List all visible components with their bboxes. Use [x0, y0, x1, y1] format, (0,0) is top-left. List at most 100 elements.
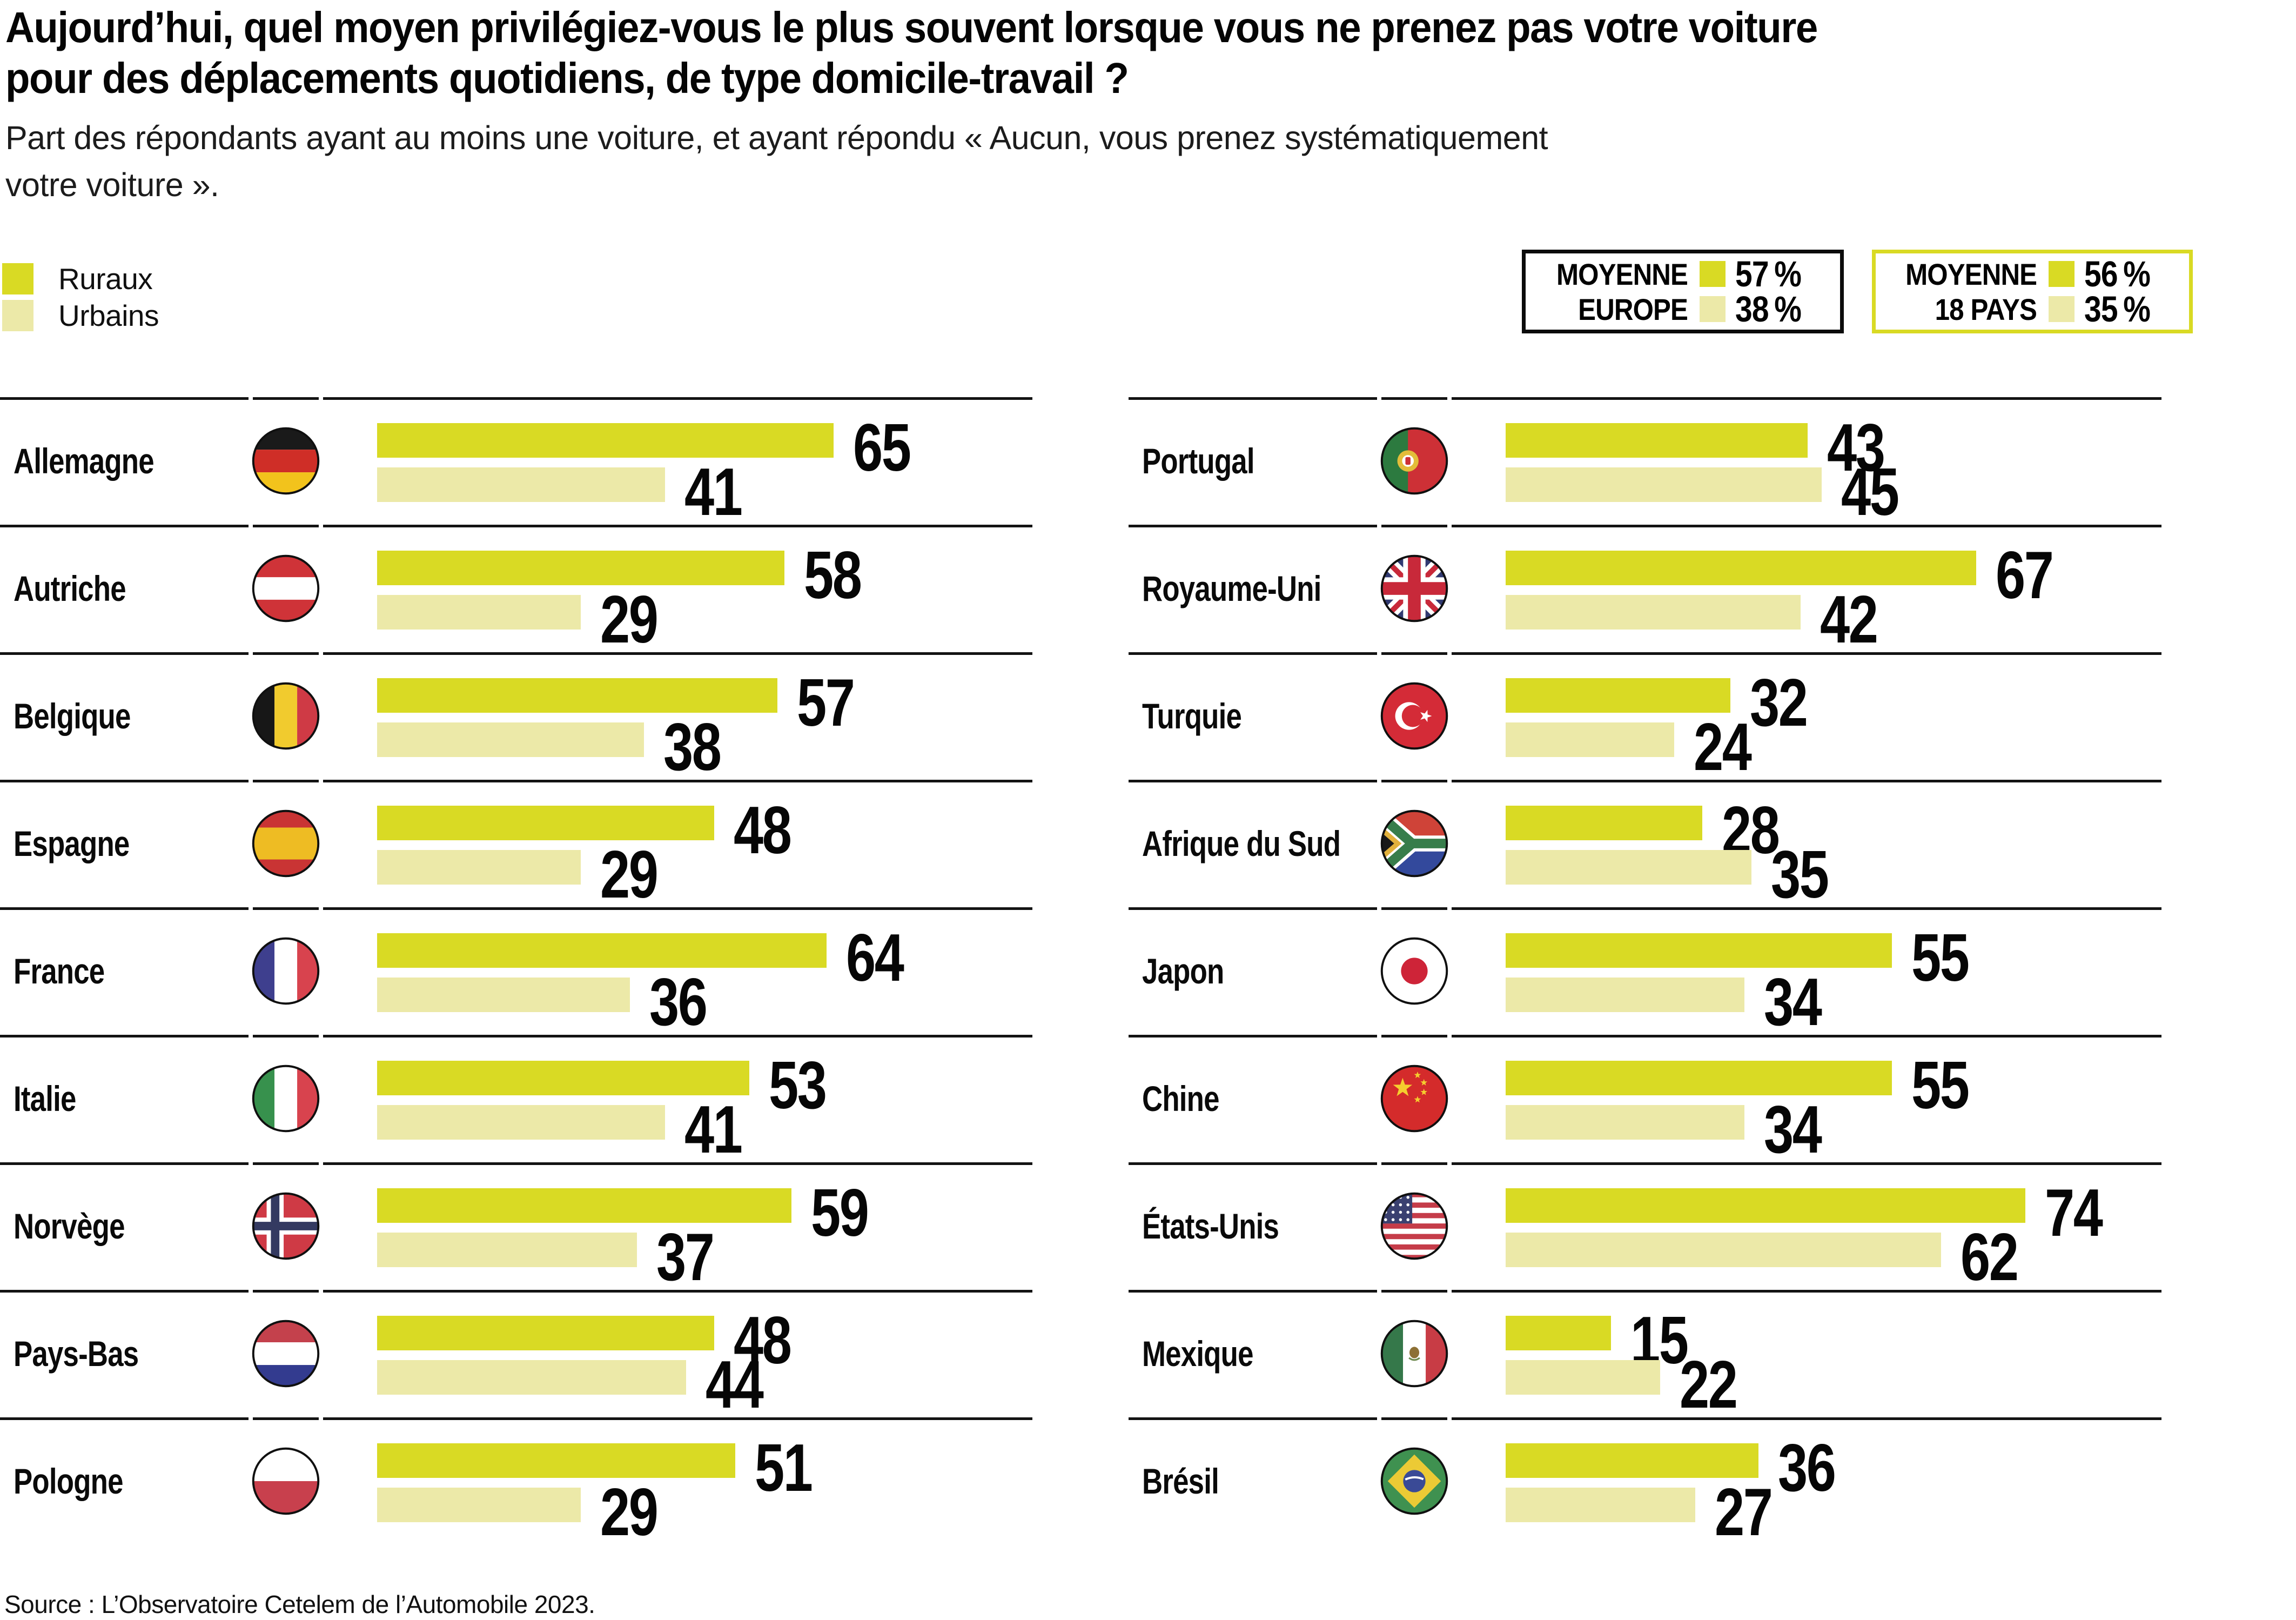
average-18-countries-urban-value: 35 %	[2084, 289, 2151, 330]
rural-value: 43	[1827, 411, 1885, 485]
average-europe-label-line1: MOYENNE	[1556, 257, 1688, 291]
rural-bar: 67	[1506, 542, 2054, 609]
urban-bar: 45	[1506, 459, 1899, 526]
es-flag-icon	[252, 809, 320, 878]
urban-value: 34	[1764, 1093, 1822, 1167]
urban-bar: 37	[377, 1224, 715, 1291]
urban-bar: 34	[1506, 1096, 1822, 1163]
urban-value: 42	[1820, 583, 1878, 657]
rural-value: 58	[804, 538, 862, 613]
rural-value: 48	[734, 1303, 792, 1378]
legend: Ruraux Urbains	[2, 262, 159, 337]
pl-flag-icon	[252, 1447, 320, 1515]
country-label: Afrique du Sud	[1142, 824, 1341, 863]
country-row: France 64 36	[0, 907, 1032, 1040]
urban-bar: 22	[1506, 1351, 1738, 1418]
rural-bar: 74	[1506, 1180, 2103, 1247]
rural-value: 48	[734, 793, 792, 868]
country-bars: 32 24	[1506, 670, 1808, 781]
urban-value: 37	[656, 1220, 715, 1295]
rural-value: 59	[811, 1176, 869, 1250]
country-label: France	[14, 951, 105, 991]
average-europe-box: MOYENNE 57 % EUROPE 38 %	[1522, 250, 1844, 333]
country-row: Turquie 32 24	[1129, 652, 2161, 781]
country-label: Allemagne	[14, 441, 155, 481]
average-europe-urban-value: 38 %	[1735, 289, 1802, 330]
legend-row-rural: Ruraux	[2, 262, 159, 296]
rural-value: 64	[846, 921, 904, 995]
urban-value: 35	[1771, 838, 1829, 912]
rural-value: 57	[797, 666, 855, 740]
country-row: Pologne 51 29	[0, 1417, 1032, 1546]
br-flag-icon	[1380, 1447, 1448, 1515]
urban-value: 36	[649, 965, 708, 1040]
average-europe-rural-value: 57 %	[1735, 253, 1802, 294]
urban-bar: 24	[1506, 714, 1752, 781]
rural-bar: 48	[377, 797, 792, 864]
rural-swatch-icon	[2, 263, 33, 294]
country-bars: 67 42	[1506, 542, 2054, 653]
urban-value: 41	[684, 455, 743, 530]
be-flag-icon	[252, 682, 320, 750]
country-row: Espagne 48 29	[0, 780, 1032, 908]
at-flag-icon	[252, 554, 320, 622]
de-flag-icon	[252, 427, 320, 495]
urban-value: 22	[1680, 1348, 1738, 1422]
legend-label-urban: Urbains	[58, 299, 159, 332]
country-bars: 53 41	[377, 1052, 827, 1163]
urban-value: 62	[1961, 1220, 2019, 1295]
average-18-countries-label-line2: 18 PAYS	[1935, 292, 2037, 326]
urban-bar: 27	[1506, 1479, 1773, 1546]
rural-bar: 51	[377, 1435, 813, 1502]
rural-swatch-icon	[2049, 261, 2075, 287]
pt-flag-icon	[1380, 427, 1448, 495]
country-bars: 43 45	[1506, 414, 1899, 526]
rural-bar: 48	[377, 1307, 792, 1374]
urban-swatch-icon	[2, 300, 33, 331]
legend-row-urban: Urbains	[2, 299, 159, 332]
urban-bar: 41	[377, 1096, 743, 1163]
page-subtitle: Part des répondants ayant au moins une v…	[5, 115, 1548, 208]
rural-bar: 53	[377, 1052, 827, 1119]
jp-flag-icon	[1380, 937, 1448, 1005]
average-18-countries-label-line1: MOYENNE	[1905, 257, 2037, 291]
country-label: Italie	[14, 1079, 76, 1119]
country-row: Japon 55 34	[1129, 907, 2161, 1040]
country-label: Autriche	[14, 568, 126, 608]
gb-flag-icon	[1380, 554, 1448, 622]
country-label: Japon	[1142, 951, 1224, 991]
average-18-countries-rural-row: MOYENNE 56 %	[1888, 254, 2177, 294]
average-18-countries-rural-value: 56 %	[2084, 253, 2151, 294]
urban-value: 34	[1764, 965, 1822, 1040]
country-row: Chine 55 34	[1129, 1035, 2161, 1163]
country-bars: 51 29	[377, 1435, 813, 1546]
title-line-2: pour des déplacements quotidiens, de typ…	[5, 53, 1129, 102]
rural-value: 74	[2045, 1176, 2103, 1250]
country-label: Belgique	[14, 696, 131, 736]
rural-value: 32	[1750, 666, 1808, 740]
rural-bar: 65	[377, 414, 911, 481]
urban-bar: 35	[1506, 841, 1829, 908]
rural-value: 55	[1911, 1048, 1970, 1123]
tr-flag-icon	[1380, 682, 1448, 750]
urban-swatch-icon	[2049, 296, 2075, 322]
average-europe-rural-row: MOYENNE 57 %	[1538, 254, 1828, 294]
country-bars: 58 29	[377, 542, 862, 653]
source-note: Source : L’Observatoire Cetelem de l’Aut…	[4, 1590, 595, 1618]
rural-bar: 36	[1506, 1435, 1836, 1502]
rural-bar: 58	[377, 542, 862, 609]
country-row: Royaume-Uni 67 42	[1129, 525, 2161, 653]
country-row: Afrique du Sud 28 35	[1129, 780, 2161, 908]
fr-flag-icon	[252, 937, 320, 1005]
country-row: Norvège 59 37	[0, 1162, 1032, 1291]
title-line-1: Aujourd’hui, quel moyen privilégiez-vous…	[5, 3, 1818, 51]
country-bars: 59 37	[377, 1180, 869, 1291]
legend-label-rural: Ruraux	[58, 262, 153, 296]
country-label: Espagne	[14, 824, 130, 863]
chart-column-left: Allemagne 65 41 Autriche 58 29 Belgique	[0, 397, 1032, 1546]
chart-column-right: Portugal 43 45 Royaume-Uni 67 42 Turquie	[1129, 397, 2161, 1546]
country-label: Mexique	[1142, 1334, 1253, 1374]
urban-bar: 41	[377, 459, 743, 526]
urban-value: 27	[1715, 1475, 1773, 1550]
